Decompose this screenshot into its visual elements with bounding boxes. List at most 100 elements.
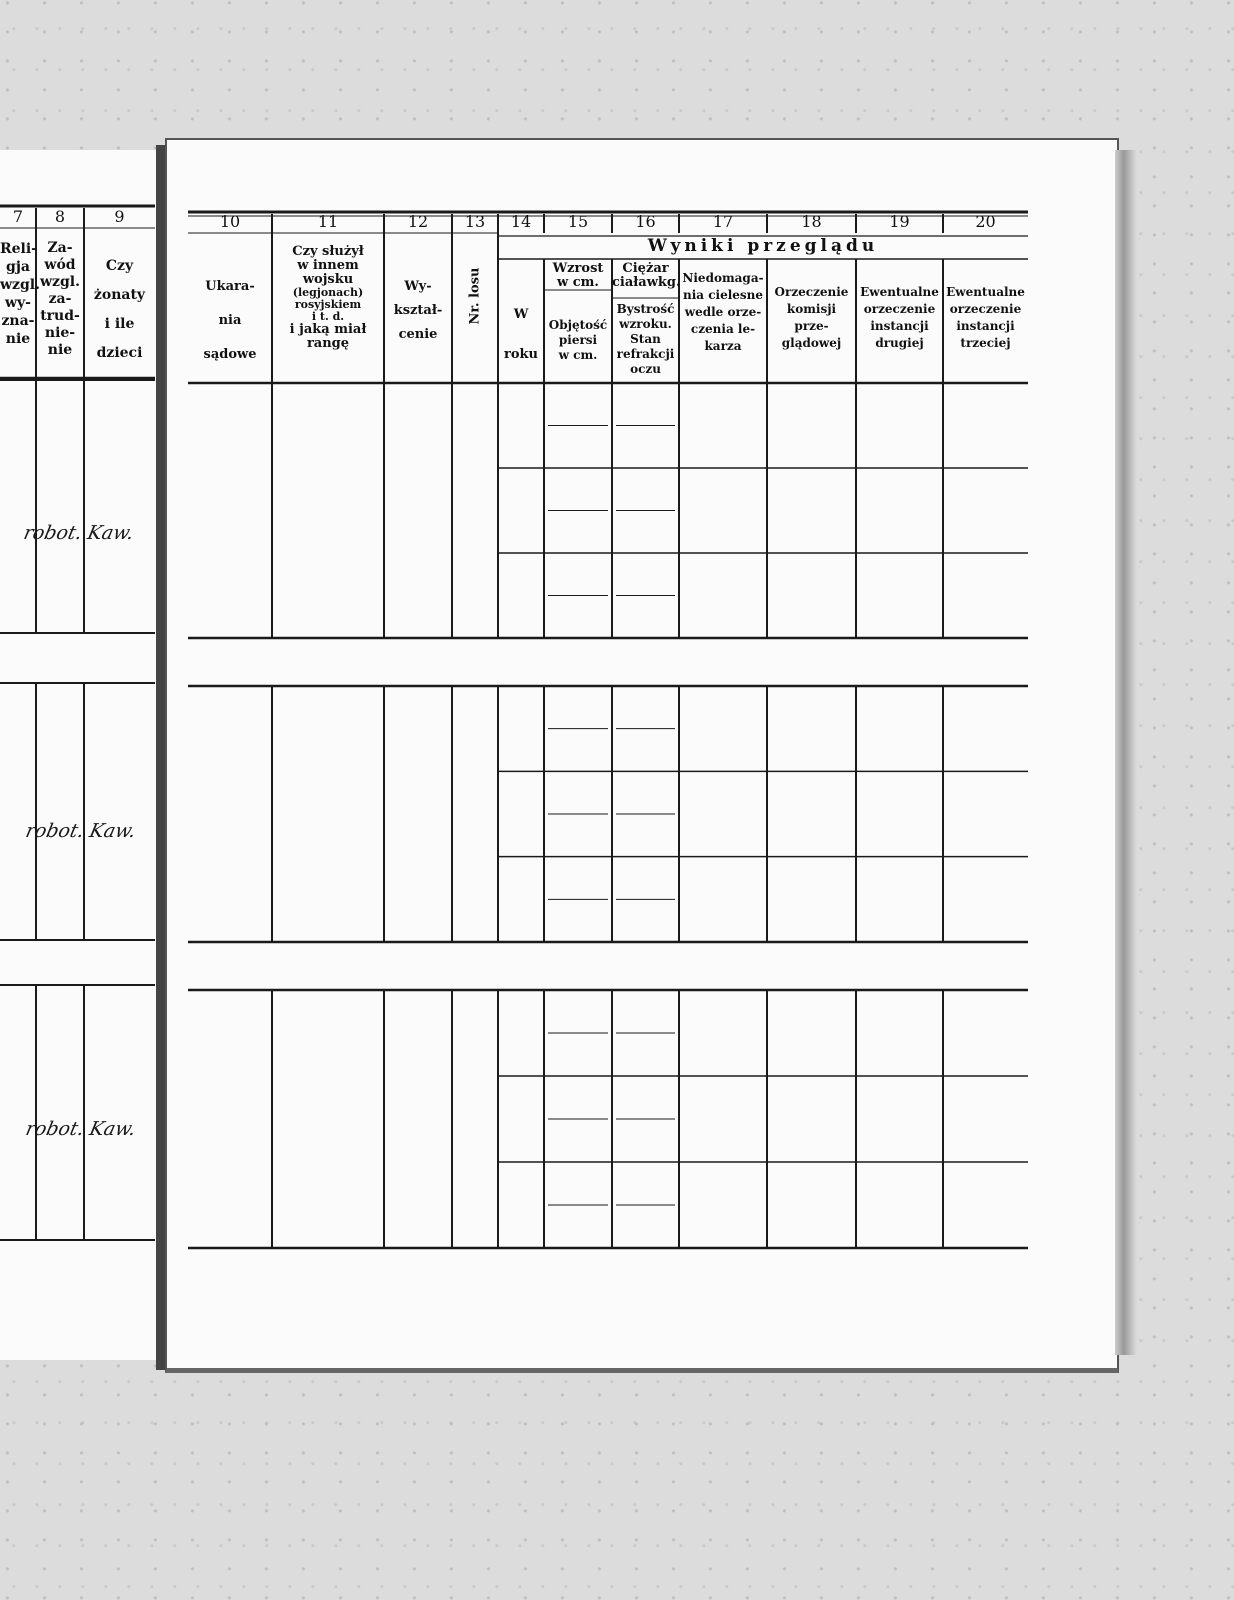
header-line: Ewentualne — [946, 285, 1025, 299]
header-line: Orzeczenie — [774, 285, 849, 299]
header-line: dzieci — [96, 345, 143, 361]
header-line: w innem — [297, 258, 359, 273]
column-number-16: 16 — [635, 212, 656, 231]
column-number-12: 12 — [407, 212, 429, 231]
header-line: nia cielesne — [682, 288, 764, 302]
header-line: wy- — [5, 295, 31, 311]
column-number-18: 18 — [801, 212, 822, 231]
column-number-17: 17 — [712, 212, 734, 231]
handwritten-entry: robot. Kaw. — [21, 522, 136, 544]
header-married: Czy żonaty i ile dzieci — [84, 252, 155, 368]
header-line: Stan — [630, 332, 661, 346]
header-line: w cm. — [557, 275, 599, 290]
column-number-20: 20 — [975, 212, 996, 231]
column-number-10: 10 — [219, 212, 241, 231]
right-page — [165, 138, 1119, 1373]
header-line: refrakcji — [616, 347, 675, 361]
header-line: czenia le- — [690, 322, 756, 336]
header-line: nie- — [44, 325, 76, 341]
header-line: za- — [48, 291, 72, 307]
header-line: Czy — [105, 258, 134, 274]
header-line: karza — [704, 339, 742, 353]
header-line: rosyjskiem — [294, 298, 362, 311]
left-page — [0, 150, 158, 1360]
page-edge — [1115, 150, 1137, 1355]
header-line: drugiej — [875, 336, 924, 350]
header-line: Objętość — [548, 318, 608, 332]
header-line: piersi — [558, 333, 598, 347]
header-instancji-drugiej: Ewentualne orzeczenie instancji drugiej — [856, 284, 943, 352]
column-number-13: 13 — [464, 212, 486, 231]
header-line: instancji — [956, 319, 1015, 333]
header-objetosc: Objętość piersi w cm. — [544, 318, 612, 363]
header-line: glądowej — [781, 336, 842, 350]
header-line: W — [513, 307, 529, 322]
header-line: Niedomaga- — [682, 271, 764, 285]
header-line: prze- — [794, 319, 829, 333]
header-line: Za- — [47, 240, 73, 256]
header-line: wojsku — [302, 272, 354, 287]
header-line: Ciężar — [622, 261, 669, 276]
header-ukarania: Ukara-nia sądowe — [188, 270, 272, 372]
handwritten-entry: robot. Kaw. — [23, 1118, 138, 1140]
header-religion: Reli-gja wzgl. wy-zna-nie — [0, 240, 40, 348]
book-binding — [156, 145, 165, 1370]
header-line: cenie — [398, 327, 438, 342]
column-number-14: 14 — [510, 212, 532, 231]
header-orzeczenie-komisji: Orzeczenie komisji prze-glądowej — [767, 284, 856, 352]
header-line: (legjonach) — [292, 286, 364, 299]
header-line: Bystrość — [616, 302, 675, 316]
header-line: wzgl. — [0, 277, 40, 293]
header-line: i t. d. — [311, 310, 345, 323]
header-line: sądowe — [203, 347, 257, 362]
header-wyksztalcenie: Wy-kształ-cenie — [384, 275, 452, 347]
header-occupation: Za-wód wzgl. za-trud-nie-nie — [36, 240, 84, 359]
header-line: wzgl. — [40, 274, 80, 290]
header-line: i jaką miał — [289, 322, 367, 337]
header-line: instancji — [870, 319, 929, 333]
header-wzrost: Wzrost w cm. — [544, 262, 612, 290]
header-line: roku — [504, 347, 538, 362]
header-line: Czy służył — [292, 244, 364, 259]
header-line: żonaty — [93, 287, 146, 303]
column-number-15: 15 — [567, 212, 589, 231]
header-line: trud- — [40, 308, 80, 324]
group-header-wyniki: Wyniki przeglądu — [647, 236, 879, 256]
header-nr-losu: Nr. losu — [467, 267, 483, 325]
header-line: gja — [6, 259, 30, 275]
header-line: nie — [5, 331, 31, 347]
header-line: Wzrost — [552, 261, 604, 276]
header-ciezar: Ciężar ciaławkg. — [612, 261, 681, 290]
header-line: rangę — [306, 336, 350, 351]
header-line: orzeczenie — [863, 302, 936, 316]
header-line: wód — [44, 257, 76, 273]
column-number-7: 7 — [12, 207, 24, 226]
header-line: kształ- — [393, 303, 443, 318]
header-niedomagania: Niedomaga-nia cielesne wedle orze-czenia … — [679, 270, 767, 355]
header-line: orzeczenie — [949, 302, 1022, 316]
column-number-9: 9 — [114, 207, 125, 226]
header-line: Wy- — [404, 279, 432, 294]
header-bystrosc: Bystrość wzroku. Stan refrakcji oczu — [612, 302, 679, 377]
header-line: nia — [218, 313, 242, 328]
column-number-8: 8 — [54, 207, 66, 226]
header-line: w cm. — [558, 348, 598, 362]
header-line: Ukara- — [205, 279, 255, 294]
header-line: nie — [47, 342, 73, 358]
handwritten-entry: robot. Kaw. — [23, 820, 138, 842]
column-number-19: 19 — [889, 212, 910, 231]
header-line: ciaławkg. — [612, 275, 681, 290]
header-line: trzeciej — [960, 336, 1011, 350]
header-line: i ile — [104, 316, 135, 332]
header-czy-sluzyl: Czy służył w innem wojsku (legjonach) rosyjs… — [272, 245, 384, 351]
header-line: komisji — [786, 302, 837, 316]
header-line: zna- — [1, 313, 35, 329]
header-line: oczu — [630, 362, 661, 376]
header-instancji-trzeciej: Ewentualne orzeczenie instancji trzeciej — [943, 284, 1028, 352]
header-line: wedle orze- — [684, 305, 762, 319]
header-line: Reli- — [0, 241, 37, 257]
header-line: Ewentualne — [860, 285, 939, 299]
header-line: wzroku. — [619, 317, 672, 331]
